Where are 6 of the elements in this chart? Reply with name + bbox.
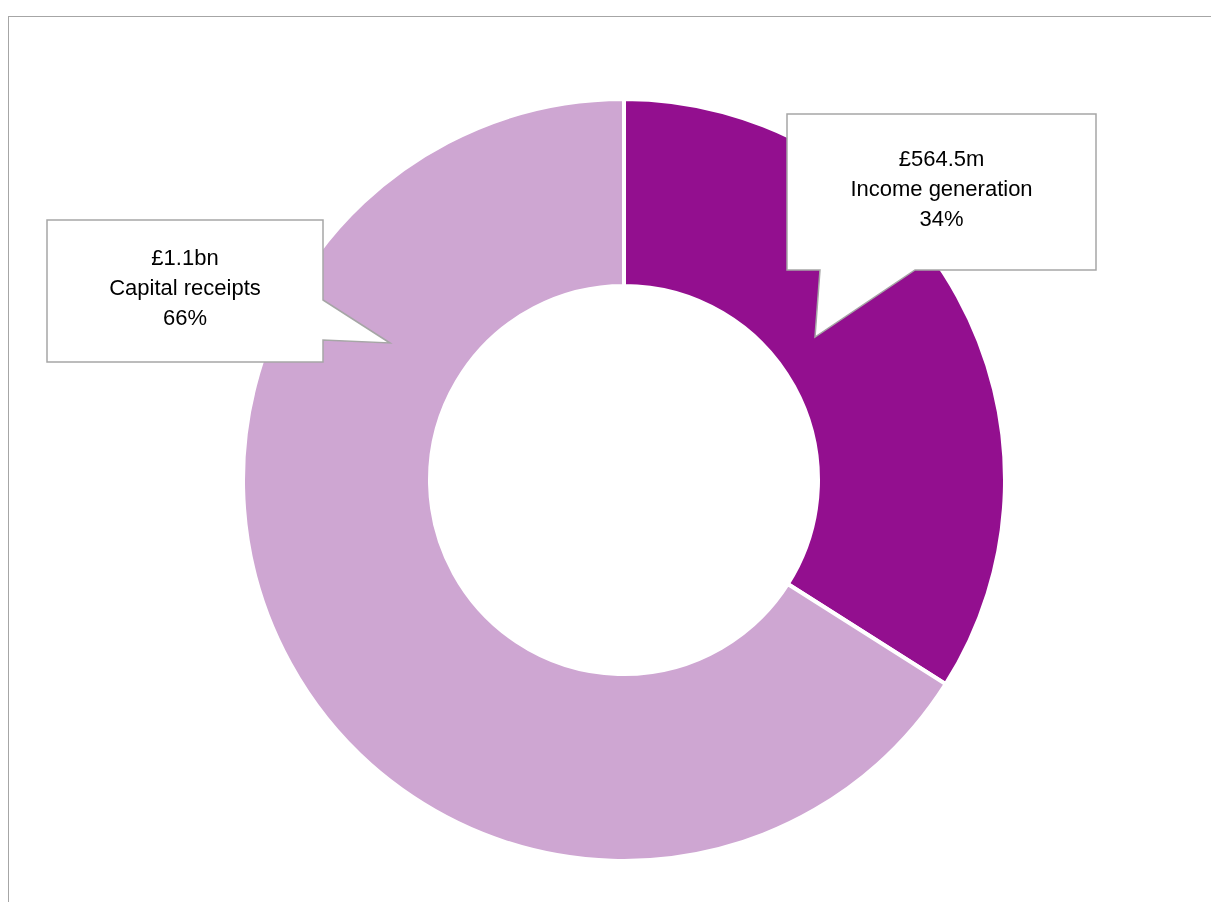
data-label: 66% [162,305,208,330]
text: £564.5m [898,146,985,171]
text: £1.1bn [151,245,219,270]
slice-label: Capital receipts [109,275,261,300]
data-label: 34% [919,206,964,231]
slice-label: Income generation [850,176,1033,201]
